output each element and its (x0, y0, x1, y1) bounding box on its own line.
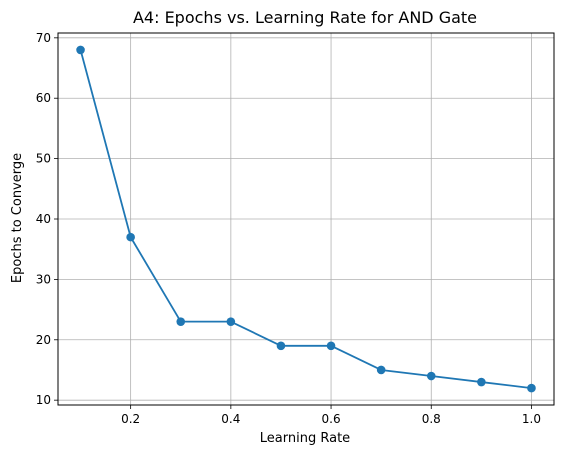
data-point (527, 383, 536, 393)
grid-lines (58, 33, 554, 405)
data-point (176, 317, 186, 326)
data-point (426, 371, 436, 381)
data-point (326, 341, 336, 351)
y-tick-label: 50 (36, 152, 51, 166)
data-point (126, 232, 135, 242)
data-point (76, 45, 85, 55)
x-axis: 0.2 0.4 0.6 0.8 1.0 (121, 405, 541, 426)
y-axis-label: Epochs to Converge (10, 153, 25, 283)
chart-title: A4: Epochs vs. Learning Rate for AND Gat… (133, 8, 477, 27)
y-tick-label: 30 (36, 272, 51, 286)
x-axis-label: Learning Rate (260, 431, 350, 446)
x-tick-label: 0.6 (322, 412, 341, 426)
y-tick-label: 40 (36, 212, 51, 226)
series-layer (76, 45, 536, 393)
y-axis: 10 20 30 40 50 60 70 (36, 31, 58, 407)
x-tick-label: 1.0 (522, 412, 541, 426)
data-point (376, 365, 386, 375)
y-tick-label: 20 (36, 333, 51, 347)
y-tick-label: 60 (36, 91, 51, 105)
y-tick-label: 10 (36, 393, 51, 407)
x-tick-label: 0.4 (221, 412, 240, 426)
x-tick-label: 0.8 (422, 412, 441, 426)
x-tick-label: 0.2 (121, 412, 140, 426)
data-point (276, 341, 286, 351)
data-point (226, 317, 236, 326)
y-tick-label: 70 (36, 31, 51, 45)
series-line (79, 49, 532, 389)
data-point (477, 377, 486, 387)
